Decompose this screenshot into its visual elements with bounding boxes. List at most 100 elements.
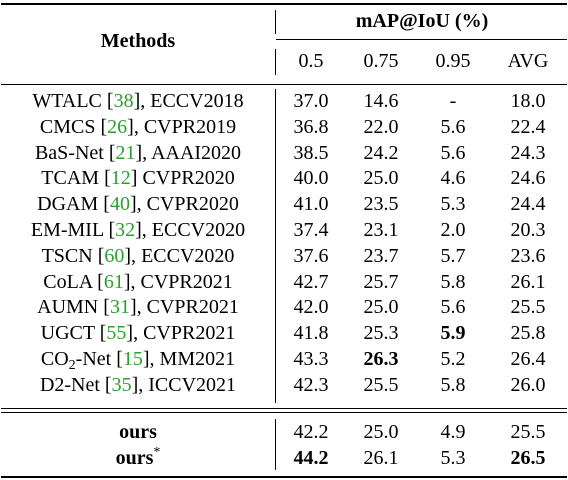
ours-method-cell: ours*: [116, 446, 161, 470]
method-cell: UGCT [55], CVPR2021: [40, 322, 236, 345]
value-cell: -: [449, 90, 457, 112]
citation-number: 26: [107, 115, 128, 138]
ours-value-cell: 26.5: [510, 447, 546, 469]
method-name: UGCT: [40, 322, 95, 345]
map-subheader-rule: [276, 39, 567, 40]
method-venue: MM2021: [159, 348, 236, 370]
value-cell: 23.1: [363, 219, 399, 241]
method-name: WTALC: [32, 90, 102, 112]
citation-number: 31: [109, 296, 130, 319]
value-cell: 5.8: [440, 373, 466, 396]
method-name: CMCS: [39, 115, 96, 138]
value-cell: 22.4: [510, 115, 546, 138]
method-cell: CMCS [26], CVPR2019: [39, 115, 237, 138]
value-cell: 24.4: [510, 193, 546, 216]
value-cell: 25.7: [363, 270, 399, 293]
method-name: CoLA: [43, 270, 93, 293]
value-cell: 24.2: [363, 141, 399, 164]
ours-value-cell: 26.1: [363, 447, 399, 469]
citation-number: 12: [110, 167, 131, 190]
method-cell: TSCN [60], ECCV2020: [41, 244, 235, 267]
value-cell: 5.2: [440, 348, 466, 370]
value-cell: 41.0: [293, 193, 329, 216]
ours-method-cell: ours: [119, 420, 157, 444]
method-venue: CVPR2021: [146, 296, 239, 319]
method-venue: ICCV2021: [148, 373, 237, 396]
method-venue: ECCV2020: [141, 244, 235, 267]
value-cell: 38.5: [293, 141, 329, 164]
value-cell: 42.0: [293, 296, 329, 319]
method-cell: AUMN [31], CVPR2021: [37, 296, 239, 319]
method-cell: BaS-Net [21], AAAI2020: [34, 141, 242, 164]
ours-value-cell: 25.0: [363, 421, 399, 443]
top-rule: [1, 3, 567, 5]
method-name-rest: -Net: [75, 348, 112, 370]
value-cell: 22.0: [363, 115, 399, 138]
method-cell: EM-MIL [32], ECCV2020: [30, 219, 246, 241]
vsep-header-top: [275, 10, 276, 34]
value-cell: 5.8: [440, 270, 466, 293]
method-name-subscript: 2: [68, 358, 76, 373]
method-venue: AAAI2020: [151, 141, 242, 164]
method-cell: D2-Net [35], ICCV2021: [39, 373, 237, 396]
value-cell: 5.7: [440, 244, 466, 267]
value-cell: 5.6: [440, 296, 466, 319]
citation-number: 21: [115, 141, 136, 164]
citation-number: 60: [104, 244, 125, 267]
citation-number: 15: [122, 348, 143, 370]
method-venue: CVPR2019: [143, 115, 237, 138]
vsep-body: [275, 89, 276, 403]
method-cell: CO2-Net [15], MM2021: [40, 348, 236, 373]
value-cell: 14.6: [363, 90, 399, 112]
mid-rule-2: [1, 412, 567, 413]
value-cell: 37.6: [293, 244, 329, 267]
value-cell: 20.3: [510, 219, 546, 241]
value-cell: 43.3: [293, 348, 329, 370]
method-name: DGAM: [37, 193, 99, 216]
method-venue: CVPR2020: [146, 193, 239, 216]
method-venue: CVPR2021: [140, 270, 233, 293]
value-cell: 26.1: [510, 270, 546, 293]
value-cell: 26.4: [510, 348, 546, 370]
citation-number: 61: [103, 270, 124, 293]
value-cell: 5.6: [440, 141, 466, 164]
citation-number: 40: [109, 193, 130, 216]
value-cell: 26.0: [510, 373, 546, 396]
value-cell: 37.0: [293, 90, 329, 112]
mid-rule: [1, 408, 567, 409]
ours-value-cell: 44.2: [293, 447, 329, 469]
value-cell: 5.6: [440, 115, 466, 138]
value-cell: 26.3: [363, 348, 399, 370]
method-cell: WTALC [38], ECCV2018: [32, 90, 244, 112]
ours-value-cell: 4.9: [440, 421, 466, 443]
citation-number: 32: [115, 219, 136, 241]
method-venue: ECCV2020: [151, 219, 246, 241]
method-name: D2-Net: [39, 373, 100, 396]
header-bottom-rule: [1, 84, 567, 85]
value-cell: 24.3: [510, 141, 546, 164]
value-cell: 25.3: [363, 322, 399, 345]
value-cell: 42.7: [293, 270, 329, 293]
method-cell: DGAM [40], CVPR2020: [37, 193, 239, 216]
value-cell: 18.0: [510, 90, 546, 112]
header-methods: Methods: [100, 30, 176, 52]
method-venue: CVPR2020: [142, 167, 235, 190]
ours-superscript: *: [153, 445, 161, 460]
method-name: TSCN: [41, 244, 93, 267]
method-name: AUMN: [37, 296, 99, 319]
ours-name: ours: [119, 421, 157, 443]
value-cell: 25.8: [510, 322, 546, 345]
method-name: BaS-Net: [34, 141, 104, 164]
header-col-0.75: 0.75: [363, 50, 399, 72]
bottom-rule: [1, 476, 567, 478]
header-col-0.95: 0.95: [435, 50, 471, 72]
vsep-header-bottom: [275, 49, 276, 75]
value-cell: 41.8: [293, 322, 329, 345]
value-cell: 5.9: [440, 322, 466, 345]
method-name: EM-MIL: [30, 219, 104, 241]
ours-value-cell: 25.5: [510, 421, 546, 443]
value-cell: 25.0: [363, 167, 399, 190]
value-cell: 4.6: [440, 167, 466, 190]
header-col-avg: AVG: [507, 50, 549, 72]
